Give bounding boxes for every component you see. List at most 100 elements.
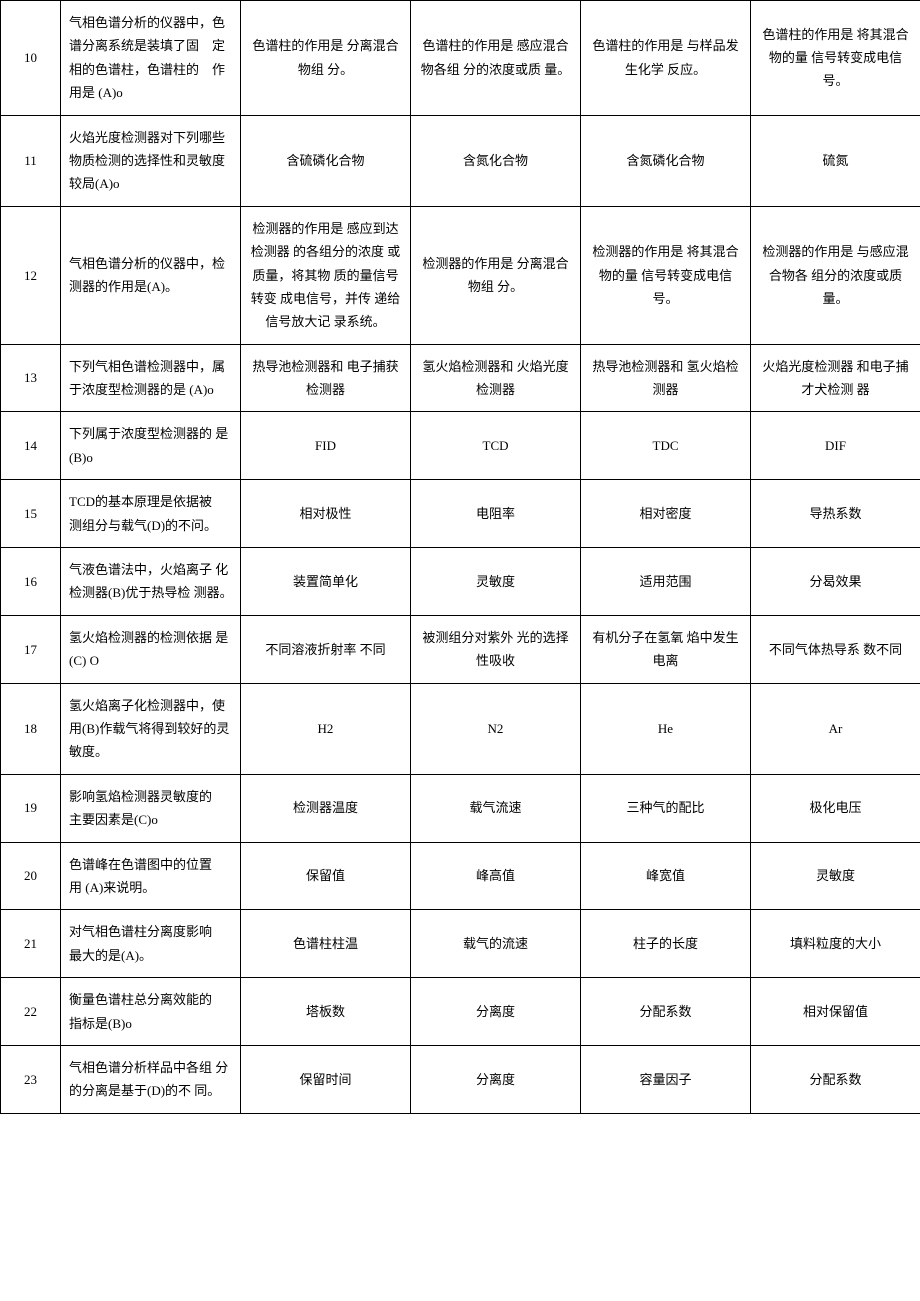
option-b-cell: 峰高值	[411, 842, 581, 910]
option-c-cell: 有机分子在氢氧 焰中发生电离	[581, 615, 751, 683]
option-d-cell: 极化电压	[751, 774, 920, 842]
option-b-cell: 被测组分对紫外 光的选择性吸收	[411, 615, 581, 683]
option-d-cell: 不同气体热导系 数不同	[751, 615, 920, 683]
option-c-cell: 分配系数	[581, 978, 751, 1046]
table-row: 17氢火焰检测器的检测依据 是(C) O不同溶液折射率 不同被测组分对紫外 光的…	[1, 615, 920, 683]
table-row: 23气相色谱分析样品中各组 分的分离是基于(D)的不 同。保留时间分离度容量因子…	[1, 1045, 920, 1113]
option-a-cell: H2	[241, 683, 411, 774]
table-row: 11火焰光度检测器对下列哪些物质检测的选择性和灵敏度较局(A)o含硫磷化合物含氮…	[1, 115, 920, 206]
option-c-cell: 柱子的长度	[581, 910, 751, 978]
table-row: 22衡量色谱柱总分离效能的 指标是(B)o塔板数分离度分配系数相对保留值	[1, 978, 920, 1046]
table-row: 14下列属于浓度型检测器的 是(B)oFIDTCDTDCDIF	[1, 412, 920, 480]
option-a-cell: 相对极性	[241, 480, 411, 548]
option-b-cell: 电阻率	[411, 480, 581, 548]
question-cell: 影响氢焰检测器灵敏度的 主要因素是(C)o	[61, 774, 241, 842]
table-row: 15TCD的基本原理是依据被 测组分与载气(D)的不问。相对极性电阻率相对密度导…	[1, 480, 920, 548]
quiz-table: 10气相色谱分析的仪器中，色谱分离系统是装填了固 定相的色谱柱，色谱柱的 作用是…	[0, 0, 920, 1114]
option-c-cell: 相对密度	[581, 480, 751, 548]
row-number: 12	[1, 206, 61, 344]
table-row: 20色谱峰在色谱图中的位置 用 (A)来说明。保留值峰高值峰宽值灵敏度	[1, 842, 920, 910]
option-b-cell: 氢火焰检测器和 火焰光度检测器	[411, 344, 581, 412]
question-cell: 对气相色谱柱分离度影响 最大的是(A)。	[61, 910, 241, 978]
option-a-cell: FID	[241, 412, 411, 480]
row-number: 16	[1, 548, 61, 616]
option-b-cell: 灵敏度	[411, 548, 581, 616]
option-c-cell: 峰宽值	[581, 842, 751, 910]
option-c-cell: 热导池检测器和 氢火焰检测器	[581, 344, 751, 412]
table-row: 13下列气相色谱检测器中，属于浓度型检测器的是 (A)o热导池检测器和 电子捕获…	[1, 344, 920, 412]
option-a-cell: 检测器的作用是 感应到达检测器 的各组分的浓度 或质量，将其物 质的量信号转变 …	[241, 206, 411, 344]
option-d-cell: 火焰光度检测器 和电子捕才犬检测 器	[751, 344, 920, 412]
option-b-cell: 检测器的作用是 分离混合物组 分。	[411, 206, 581, 344]
option-a-cell: 保留值	[241, 842, 411, 910]
question-cell: 下列气相色谱检测器中，属于浓度型检测器的是 (A)o	[61, 344, 241, 412]
row-number: 10	[1, 1, 61, 116]
option-b-cell: TCD	[411, 412, 581, 480]
option-c-cell: 检测器的作用是 将其混合物的量 信号转变成电信 号。	[581, 206, 751, 344]
row-number: 11	[1, 115, 61, 206]
row-number: 19	[1, 774, 61, 842]
question-cell: 下列属于浓度型检测器的 是(B)o	[61, 412, 241, 480]
question-cell: 色谱峰在色谱图中的位置 用 (A)来说明。	[61, 842, 241, 910]
row-number: 21	[1, 910, 61, 978]
option-a-cell: 检测器温度	[241, 774, 411, 842]
option-b-cell: 分离度	[411, 978, 581, 1046]
row-number: 18	[1, 683, 61, 774]
option-d-cell: 检测器的作用是 与感应混合物各 组分的浓度或质 量。	[751, 206, 920, 344]
row-number: 13	[1, 344, 61, 412]
option-d-cell: 灵敏度	[751, 842, 920, 910]
option-b-cell: N2	[411, 683, 581, 774]
row-number: 20	[1, 842, 61, 910]
option-b-cell: 分离度	[411, 1045, 581, 1113]
question-cell: 气液色谱法中，火焰离子 化检测器(B)优于热导检 测器。	[61, 548, 241, 616]
table-row: 19影响氢焰检测器灵敏度的 主要因素是(C)o检测器温度载气流速三种气的配比极化…	[1, 774, 920, 842]
option-a-cell: 热导池检测器和 电子捕获检测器	[241, 344, 411, 412]
table-row: 21对气相色谱柱分离度影响 最大的是(A)。色谱柱柱温载气的流速柱子的长度填料粒…	[1, 910, 920, 978]
option-c-cell: TDC	[581, 412, 751, 480]
question-cell: 氢火焰检测器的检测依据 是(C) O	[61, 615, 241, 683]
option-a-cell: 不同溶液折射率 不同	[241, 615, 411, 683]
option-a-cell: 保留时间	[241, 1045, 411, 1113]
question-cell: 火焰光度检测器对下列哪些物质检测的选择性和灵敏度较局(A)o	[61, 115, 241, 206]
option-d-cell: 分曷效果	[751, 548, 920, 616]
question-cell: 衡量色谱柱总分离效能的 指标是(B)o	[61, 978, 241, 1046]
option-c-cell: 适用范围	[581, 548, 751, 616]
option-a-cell: 色谱柱的作用是 分离混合物组 分。	[241, 1, 411, 116]
option-d-cell: Ar	[751, 683, 920, 774]
option-c-cell: 三种气的配比	[581, 774, 751, 842]
option-d-cell: 填料粒度的大小	[751, 910, 920, 978]
option-d-cell: 相对保留值	[751, 978, 920, 1046]
row-number: 14	[1, 412, 61, 480]
row-number: 23	[1, 1045, 61, 1113]
row-number: 22	[1, 978, 61, 1046]
question-cell: 气相色谱分析样品中各组 分的分离是基于(D)的不 同。	[61, 1045, 241, 1113]
table-row: 10气相色谱分析的仪器中，色谱分离系统是装填了固 定相的色谱柱，色谱柱的 作用是…	[1, 1, 920, 116]
option-d-cell: 硫氮	[751, 115, 920, 206]
row-number: 17	[1, 615, 61, 683]
question-cell: 气相色谱分析的仪器中，检测器的作用是(A)。	[61, 206, 241, 344]
table-row: 18氢火焰离子化检测器中，使用(B)作载气将得到较好的灵敏度。H2N2HeAr	[1, 683, 920, 774]
option-a-cell: 塔板数	[241, 978, 411, 1046]
row-number: 15	[1, 480, 61, 548]
option-d-cell: DIF	[751, 412, 920, 480]
option-c-cell: 含氮磷化合物	[581, 115, 751, 206]
option-c-cell: 容量因子	[581, 1045, 751, 1113]
option-b-cell: 含氮化合物	[411, 115, 581, 206]
question-cell: 气相色谱分析的仪器中，色谱分离系统是装填了固 定相的色谱柱，色谱柱的 作用是 (…	[61, 1, 241, 116]
option-a-cell: 装置简单化	[241, 548, 411, 616]
option-b-cell: 色谱柱的作用是 感应混合物各组 分的浓度或质 量。	[411, 1, 581, 116]
table-row: 12气相色谱分析的仪器中，检测器的作用是(A)。检测器的作用是 感应到达检测器 …	[1, 206, 920, 344]
option-b-cell: 载气的流速	[411, 910, 581, 978]
question-cell: 氢火焰离子化检测器中，使用(B)作载气将得到较好的灵敏度。	[61, 683, 241, 774]
option-d-cell: 导热系数	[751, 480, 920, 548]
option-c-cell: He	[581, 683, 751, 774]
table-body: 10气相色谱分析的仪器中，色谱分离系统是装填了固 定相的色谱柱，色谱柱的 作用是…	[1, 1, 920, 1114]
option-b-cell: 载气流速	[411, 774, 581, 842]
option-c-cell: 色谱柱的作用是 与样品发生化学 反应。	[581, 1, 751, 116]
option-a-cell: 色谱柱柱温	[241, 910, 411, 978]
option-a-cell: 含硫磷化合物	[241, 115, 411, 206]
question-cell: TCD的基本原理是依据被 测组分与载气(D)的不问。	[61, 480, 241, 548]
table-row: 16气液色谱法中，火焰离子 化检测器(B)优于热导检 测器。装置简单化灵敏度适用…	[1, 548, 920, 616]
option-d-cell: 分配系数	[751, 1045, 920, 1113]
option-d-cell: 色谱柱的作用是 将其混合物的量 信号转变成电信 号。	[751, 1, 920, 116]
